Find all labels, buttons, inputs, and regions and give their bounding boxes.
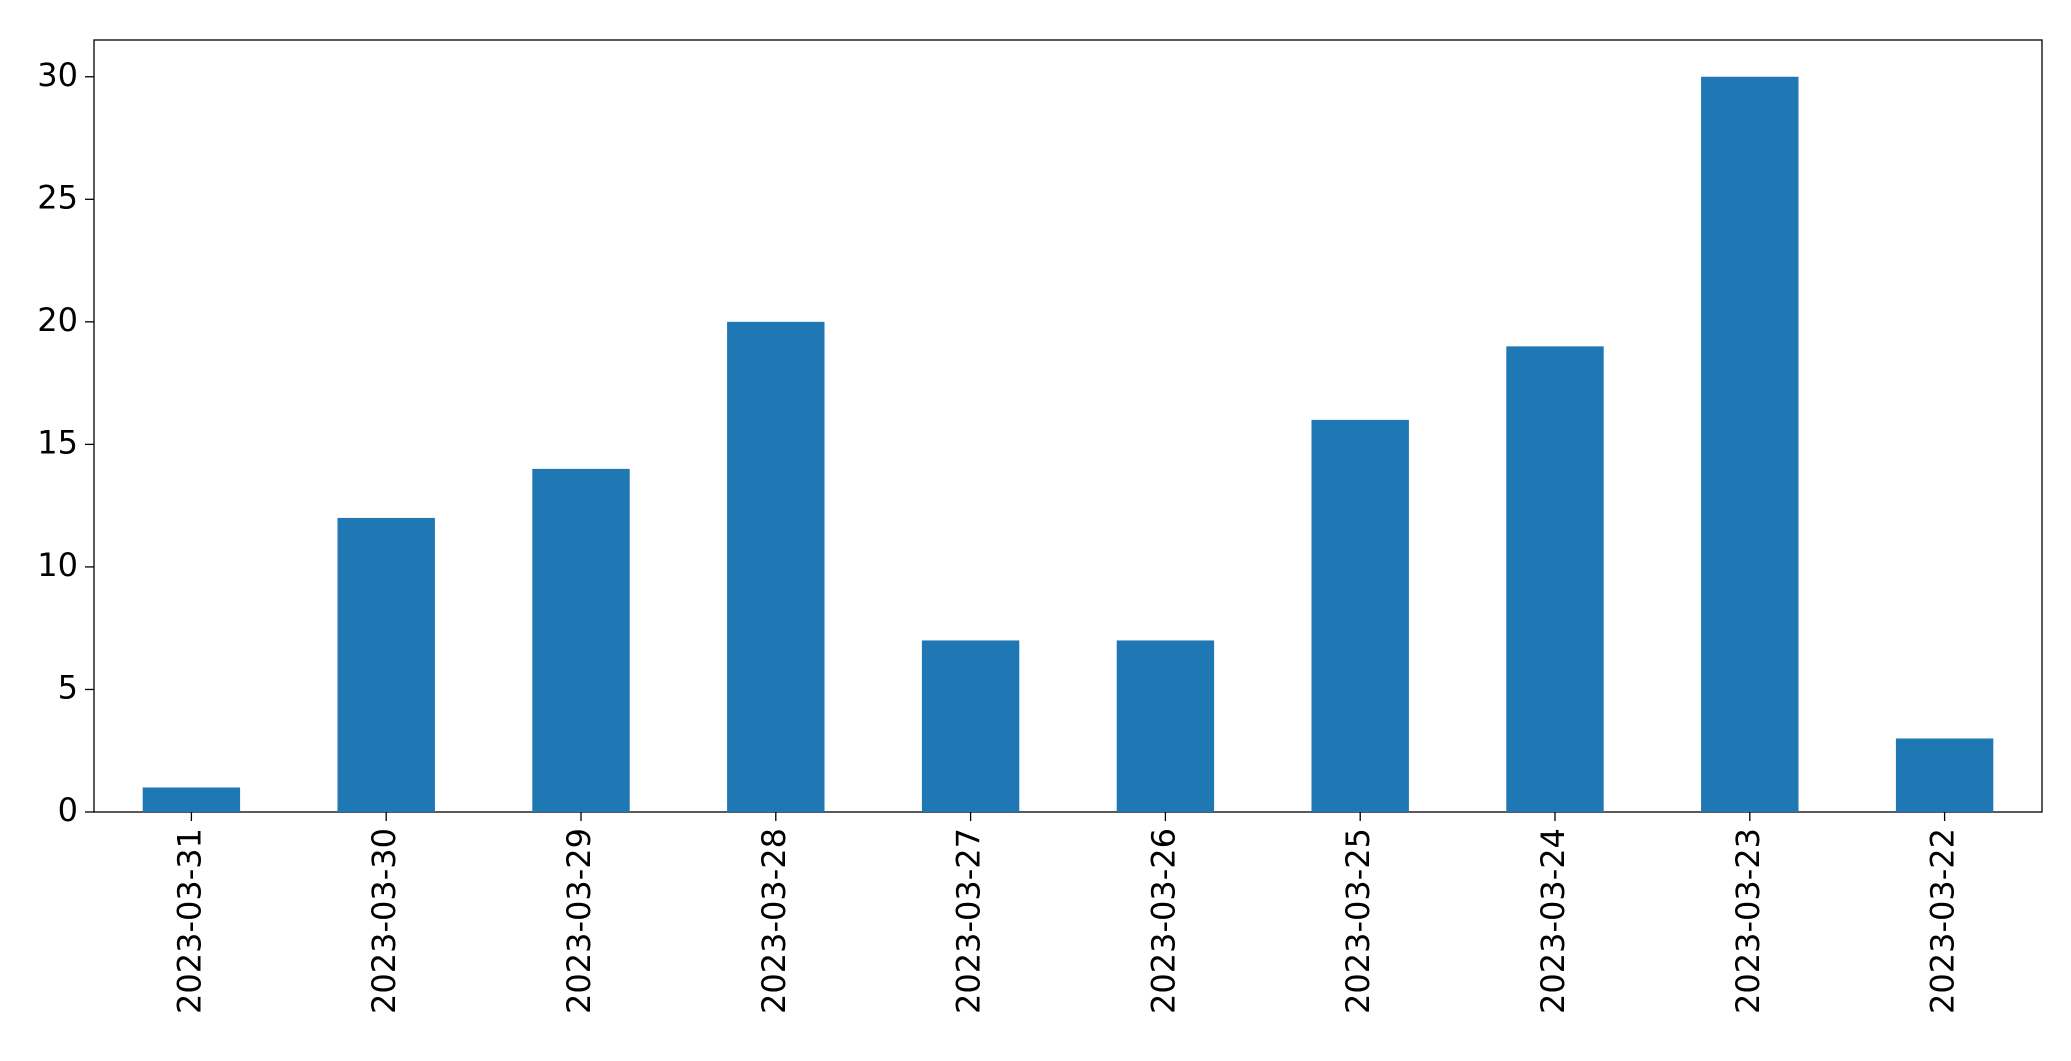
y-tick-label: 15: [37, 423, 78, 461]
y-tick-label: 20: [37, 301, 78, 339]
y-tick-label: 0: [58, 791, 78, 829]
x-tick-label: 2023-03-30: [365, 828, 403, 1014]
x-tick-label: 2023-03-29: [560, 828, 598, 1014]
x-tick-label: 2023-03-23: [1729, 828, 1767, 1014]
bar: [142, 787, 241, 812]
bar: [1701, 76, 1799, 812]
x-tick-label: 2023-03-24: [1534, 828, 1572, 1014]
y-tick-label: 10: [37, 546, 78, 584]
x-tick-label: 2023-03-26: [1144, 828, 1182, 1014]
y-tick-label: 25: [37, 178, 78, 216]
x-tick-label: 2023-03-31: [170, 828, 208, 1014]
bar: [337, 517, 435, 812]
y-tick-label: 30: [37, 56, 78, 94]
bar: [532, 468, 630, 812]
x-tick-label: 2023-03-25: [1339, 828, 1377, 1014]
x-tick-label: 2023-03-28: [755, 828, 793, 1014]
plot-frame: [93, 39, 2043, 813]
bar: [1895, 738, 1994, 812]
bar: [727, 321, 825, 812]
y-tick-label: 5: [58, 668, 78, 706]
bar: [1311, 419, 1409, 812]
bar: [1116, 640, 1215, 812]
x-tick-label: 2023-03-22: [1924, 828, 1962, 1014]
bar: [1506, 346, 1604, 812]
x-tick-label: 2023-03-27: [950, 828, 988, 1014]
bar: [921, 640, 1020, 812]
